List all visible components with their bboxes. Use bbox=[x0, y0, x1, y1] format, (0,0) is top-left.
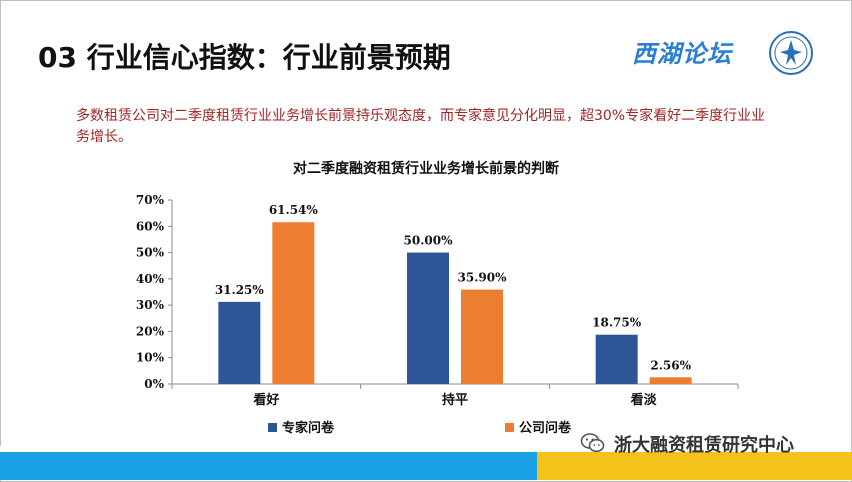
legend-entry: 公司问卷 bbox=[519, 420, 572, 436]
bar bbox=[272, 222, 315, 384]
footer-text: 浙大融资租赁研究中心 bbox=[614, 435, 794, 456]
legend-swatch bbox=[268, 423, 277, 432]
bar bbox=[595, 334, 638, 384]
data-label: 35.90% bbox=[458, 271, 508, 285]
y-tick-label: 60% bbox=[136, 219, 165, 233]
data-label: 31.25% bbox=[215, 283, 265, 297]
legend-entry: 专家问卷 bbox=[282, 420, 335, 436]
summary-text: 多数租赁公司对二季度租赁行业业务增长前景持乐观态度，而专家意见分化明显，超30%… bbox=[76, 108, 766, 145]
wechat-icon bbox=[580, 433, 605, 453]
chart-title: 对二季度融资租赁行业业务增长前景的判断 bbox=[293, 161, 559, 177]
legend-swatch bbox=[505, 423, 514, 432]
data-label: 61.54% bbox=[269, 203, 319, 217]
y-tick-label: 0% bbox=[144, 377, 164, 391]
x-tick-label: 看淡 bbox=[631, 392, 658, 408]
y-tick-label: 50% bbox=[136, 246, 165, 260]
bar bbox=[407, 252, 449, 384]
y-tick-label: 70% bbox=[136, 193, 165, 207]
y-tick-label: 30% bbox=[136, 298, 165, 312]
y-tick-label: 20% bbox=[136, 324, 165, 338]
x-tick-label: 看好 bbox=[253, 392, 279, 408]
x-tick-label: 持平 bbox=[442, 392, 468, 408]
emblem-icon bbox=[769, 31, 813, 75]
data-label: 18.75% bbox=[592, 316, 642, 330]
data-label: 2.56% bbox=[650, 358, 691, 372]
footer-bar bbox=[0, 452, 852, 480]
bar bbox=[218, 301, 261, 384]
footer-band bbox=[0, 446, 540, 452]
y-tick-label: 10% bbox=[136, 351, 165, 365]
brand-logo-text: 西湖论坛 bbox=[632, 39, 732, 68]
y-tick-label: 40% bbox=[136, 272, 165, 286]
page-title: 03 行业信心指数：行业前景预期 bbox=[38, 41, 451, 74]
bar bbox=[461, 289, 503, 384]
data-label: 50.00% bbox=[404, 234, 454, 248]
bar-chart: 0% 10% 20% 30% 40% 50% 60% 70% 31.25% 61.54% 看好 50.… bbox=[136, 193, 739, 436]
bar bbox=[649, 377, 692, 384]
